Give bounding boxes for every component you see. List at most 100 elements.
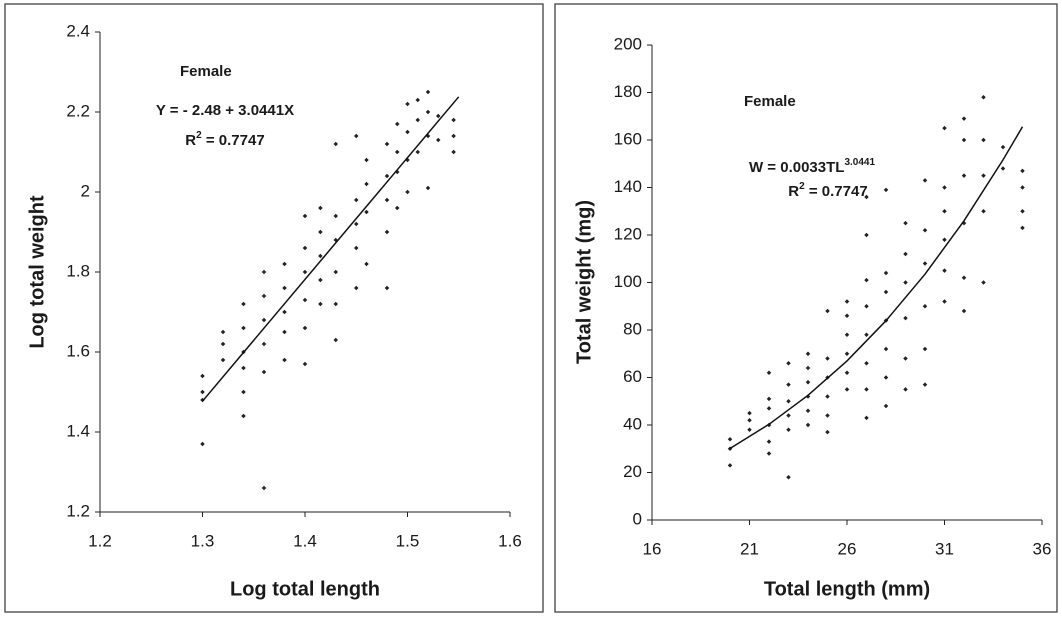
data-point xyxy=(844,351,850,357)
y-tick-label: 1.2 xyxy=(66,501,90,520)
fit-line xyxy=(729,126,1024,450)
data-point xyxy=(220,341,226,347)
data-point xyxy=(922,303,928,309)
text-part: R xyxy=(788,183,799,200)
y-tick-label: 160 xyxy=(614,129,642,148)
annotation-label: Female xyxy=(180,63,232,80)
text-part: R xyxy=(185,132,196,149)
data-point xyxy=(883,403,889,409)
data-point xyxy=(844,313,850,319)
y-axis-title: Total weight (mg) xyxy=(573,200,595,364)
data-point xyxy=(825,394,830,399)
y-tick-label: 120 xyxy=(614,224,642,243)
y-axis-title: Log total weight xyxy=(26,195,48,349)
panel-right xyxy=(554,3,1058,613)
x-tick-label: 1.2 xyxy=(88,531,112,550)
data-point xyxy=(864,332,869,338)
data-point xyxy=(261,317,267,323)
data-point xyxy=(766,451,772,456)
x-tick-label: 26 xyxy=(838,539,857,558)
superscript: 3.0441 xyxy=(844,157,875,168)
y-tick-label: 0 xyxy=(633,509,642,528)
data-point xyxy=(241,365,246,371)
x-tick-label: 1.3 xyxy=(191,531,215,550)
data-point xyxy=(883,270,889,276)
data-point xyxy=(241,389,246,395)
data-point xyxy=(282,285,287,291)
data-point xyxy=(903,356,908,361)
data-point xyxy=(942,299,947,304)
x-tick-label: 16 xyxy=(643,539,662,558)
annotation-label: Female xyxy=(744,93,796,110)
data-point xyxy=(805,379,811,385)
data-point xyxy=(333,269,339,275)
data-point xyxy=(318,301,323,307)
data-point xyxy=(786,474,791,480)
data-point xyxy=(864,303,869,309)
data-point xyxy=(353,285,359,291)
x-tick-label: 1.4 xyxy=(293,531,317,550)
data-point xyxy=(825,413,830,418)
data-point xyxy=(903,315,908,321)
data-point xyxy=(922,261,928,266)
x-axis-title: Log total length xyxy=(230,578,380,600)
data-point xyxy=(261,341,267,347)
data-point xyxy=(961,308,967,314)
data-point xyxy=(922,382,928,387)
text-part: = 0.7747 xyxy=(805,183,868,200)
y-tick-label: 80 xyxy=(623,319,642,338)
data-point xyxy=(333,301,339,307)
y-tick-label: 2.2 xyxy=(66,101,90,120)
data-point xyxy=(903,280,908,285)
data-point xyxy=(220,357,226,363)
fit-line xyxy=(201,96,460,402)
data-point xyxy=(241,413,246,419)
annotation-r2: R2 = 0.7747 xyxy=(185,130,264,149)
data-point xyxy=(883,289,889,295)
y-tick-label: 1.8 xyxy=(66,261,90,280)
data-point xyxy=(786,398,791,404)
data-point xyxy=(302,269,308,275)
data-point xyxy=(261,369,267,375)
data-point xyxy=(727,463,733,468)
data-point xyxy=(302,361,308,367)
annotation-r2: R2 = 0.7747 xyxy=(788,181,867,200)
y-tick-label: 1.4 xyxy=(66,421,90,440)
data-point xyxy=(942,268,947,273)
data-point xyxy=(747,410,752,416)
data-point xyxy=(200,389,205,395)
data-point xyxy=(282,261,287,267)
data-point xyxy=(805,351,811,357)
text-part: = 0.7747 xyxy=(202,132,265,149)
y-tick-label: 180 xyxy=(614,82,642,101)
x-tick-label: 1.6 xyxy=(498,531,522,550)
data-point xyxy=(844,387,850,392)
data-point xyxy=(302,325,308,331)
data-point xyxy=(864,387,869,392)
data-point xyxy=(903,387,908,392)
data-point xyxy=(844,332,850,338)
data-point xyxy=(220,329,226,335)
data-point xyxy=(200,373,205,379)
y-tick-label: 1.6 xyxy=(66,341,90,360)
data-point xyxy=(241,325,246,331)
data-point xyxy=(766,406,772,411)
data-point xyxy=(282,309,287,315)
data-point xyxy=(961,275,967,281)
data-point xyxy=(825,356,830,361)
y-tick-label: 100 xyxy=(614,272,642,291)
data-point xyxy=(727,436,733,442)
data-point xyxy=(747,427,752,433)
data-point xyxy=(883,346,889,352)
data-point xyxy=(805,422,811,428)
data-point xyxy=(302,297,308,303)
x-tick-label: 21 xyxy=(740,539,759,558)
data-point xyxy=(864,277,869,283)
data-point xyxy=(786,382,791,387)
data-point xyxy=(261,293,267,299)
text-part: W = 0.0033TL xyxy=(749,159,844,176)
data-point xyxy=(922,346,928,352)
y-tick-label: 200 xyxy=(614,34,642,53)
y-tick-label: 20 xyxy=(623,462,642,481)
